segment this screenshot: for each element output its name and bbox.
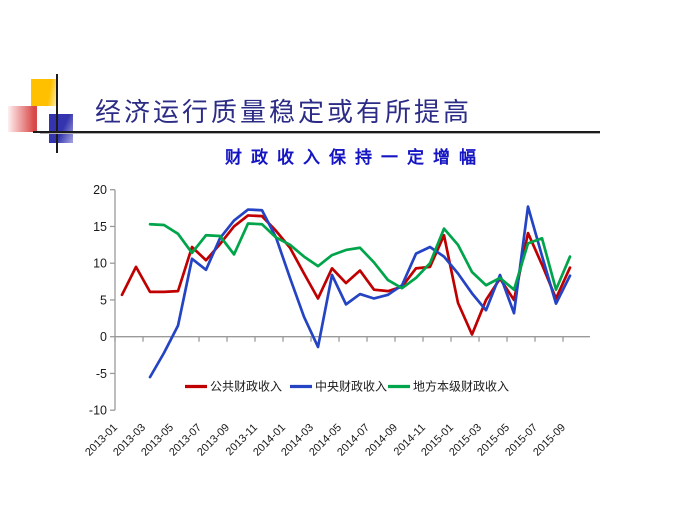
decoration-yellow-square xyxy=(31,79,56,106)
y-tick-label: 20 xyxy=(93,183,107,197)
slide-title: 经济运行质量稳定或有所提高 xyxy=(95,98,473,127)
y-tick-label: 5 xyxy=(100,293,107,307)
legend-label-0: 公共财政收入 xyxy=(210,380,282,394)
y-tick-label: -5 xyxy=(96,367,107,381)
legend-label-1: 中央财政收入 xyxy=(315,379,387,394)
legend-label-2: 地方本级财政收入 xyxy=(413,379,509,394)
title-underline-shadow xyxy=(40,133,600,134)
y-tick-label: 10 xyxy=(93,257,107,271)
y-tick-label: 0 xyxy=(100,330,107,344)
series-line-1 xyxy=(148,205,572,379)
fiscal-revenue-chart: 20151050-5-102013-012013-032013-052013-0… xyxy=(83,183,590,459)
series-line-2 xyxy=(148,222,572,292)
chart-area: 20 15 10 5 0 -5 -10 2013-01 2013-03 2013-05 2013-0… xyxy=(0,170,680,510)
y-tick-label: -10 xyxy=(89,404,107,418)
chart-title: 财政收入保持一定增幅 xyxy=(225,148,485,167)
decoration-vertical-line xyxy=(56,74,58,153)
title-underline xyxy=(33,131,600,133)
decoration-red-square xyxy=(8,106,37,132)
y-tick-label: 15 xyxy=(93,220,107,234)
decoration-blue-square xyxy=(49,114,73,143)
